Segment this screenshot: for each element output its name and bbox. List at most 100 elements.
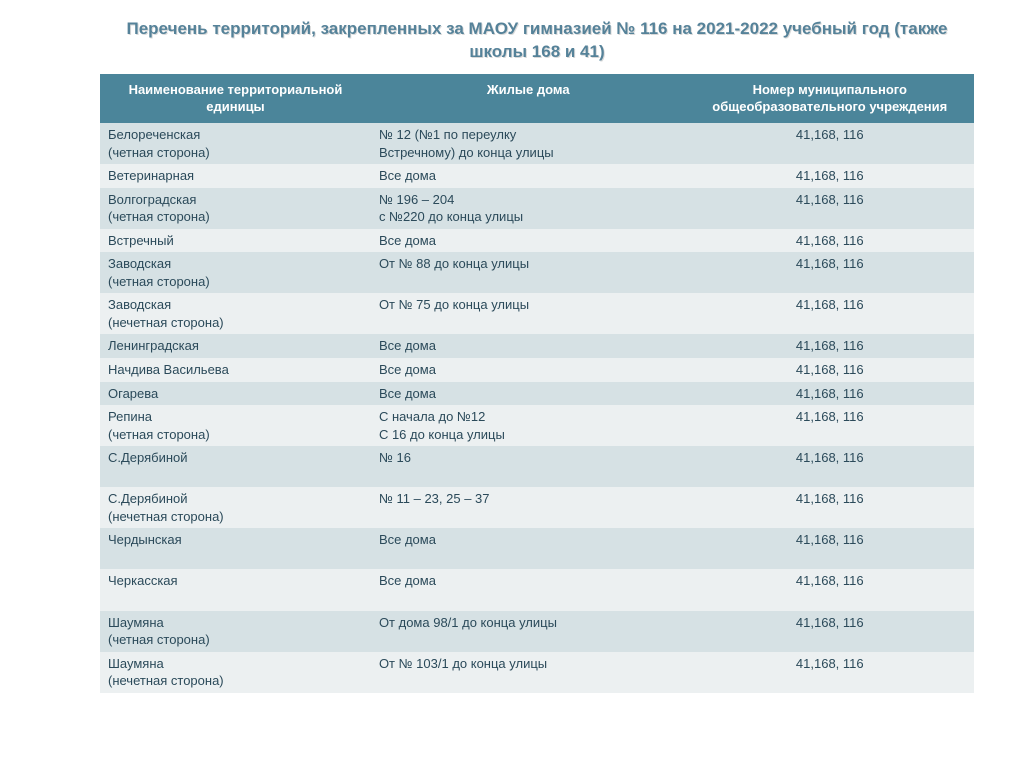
cell-territory-name: С.Дерябиной(нечетная сторона): [100, 487, 371, 528]
table-row: Начдива Васильева Все дома41,168, 116: [100, 358, 974, 382]
table-header-row: Наименование территориальной единицы Жил…: [100, 74, 974, 123]
cell-institution-number: 41,168, 116: [686, 652, 974, 693]
table-row: Шаумяна(нечетная сторона) От № 103/1 до к…: [100, 652, 974, 693]
table-row: Ленинградская Все дома 41,168, 116: [100, 334, 974, 358]
cell-institution-number: 41,168, 116: [686, 358, 974, 382]
cell-houses: Все дома: [371, 358, 686, 382]
territory-name-line1: Шаумяна: [108, 614, 363, 632]
territory-name-line2: [108, 590, 363, 608]
territory-name-line2: (четная сторона): [108, 631, 363, 649]
territory-name-line2: (нечетная сторона): [108, 672, 363, 690]
cell-territory-name: Ленинградская: [100, 334, 371, 358]
table-row: Белореченская(четная сторона)№ 12 (№1 по…: [100, 123, 974, 164]
cell-territory-name: Черкасская: [100, 569, 371, 610]
table-row: С.Дерябиной № 1641,168, 116: [100, 446, 974, 487]
cell-territory-name: Чердынская: [100, 528, 371, 569]
houses-line2: Встречному) до конца улицы: [379, 144, 678, 162]
cell-territory-name: Репина(четная сторона): [100, 405, 371, 446]
table-row: Чердынская Все дома41,168, 116: [100, 528, 974, 569]
cell-houses: Все дома: [371, 334, 686, 358]
cell-institution-number: 41,168, 116: [686, 334, 974, 358]
territories-table: Наименование территориальной единицы Жил…: [100, 74, 974, 693]
cell-institution-number: 41,168, 116: [686, 382, 974, 406]
table-row: Репина(четная сторона)С начала до №12С 1…: [100, 405, 974, 446]
territory-name-line1: Ветеринарная: [108, 167, 363, 185]
col-header-houses: Жилые дома: [371, 74, 686, 123]
territory-name-line2: (четная сторона): [108, 426, 363, 444]
cell-institution-number: 41,168, 116: [686, 164, 974, 188]
table-row: Волгоградская(четная сторона)№ 196 – 204…: [100, 188, 974, 229]
territory-name-line2: (нечетная сторона): [108, 314, 363, 332]
houses-line1: Все дома: [379, 337, 678, 355]
territory-name-line1: Белореченская: [108, 126, 363, 144]
cell-houses: Все дома: [371, 382, 686, 406]
cell-institution-number: 41,168, 116: [686, 229, 974, 253]
cell-houses: Все дома: [371, 229, 686, 253]
cell-houses: От № 75 до конца улицы: [371, 293, 686, 334]
territory-name-line2: [108, 467, 363, 485]
houses-line1: От № 75 до конца улицы: [379, 296, 678, 314]
territory-name-line1: Черкасская: [108, 572, 363, 590]
houses-line1: № 196 – 204: [379, 191, 678, 209]
territory-name-line1: Начдива Васильева: [108, 361, 363, 379]
territory-name-line2: (четная сторона): [108, 144, 363, 162]
cell-institution-number: 41,168, 116: [686, 188, 974, 229]
slide-container: Перечень территорий, закрепленных за МАО…: [0, 0, 1024, 713]
cell-houses: № 12 (№1 по переулкуВстречному) до конца…: [371, 123, 686, 164]
table-row: С.Дерябиной(нечетная сторона) № 11 – 23, …: [100, 487, 974, 528]
slide-title: Перечень территорий, закрепленных за МАО…: [100, 18, 974, 64]
territory-name-line1: Волгоградская: [108, 191, 363, 209]
territory-name-line2: (четная сторона): [108, 208, 363, 226]
territory-name-line1: Встречный: [108, 232, 363, 250]
cell-territory-name: Начдива Васильева: [100, 358, 371, 382]
houses-line1: Все дома: [379, 572, 678, 590]
table-body: Белореченская(четная сторона)№ 12 (№1 по…: [100, 123, 974, 693]
houses-line2: С 16 до конца улицы: [379, 426, 678, 444]
cell-territory-name: Волгоградская(четная сторона): [100, 188, 371, 229]
cell-territory-name: Заводская(четная сторона): [100, 252, 371, 293]
houses-line1: От № 103/1 до конца улицы: [379, 655, 678, 673]
territory-name-line1: Огарева: [108, 385, 363, 403]
houses-line1: № 11 – 23, 25 – 37: [379, 490, 678, 508]
table-row: Заводская(нечетная сторона) От № 75 до ко…: [100, 293, 974, 334]
cell-institution-number: 41,168, 116: [686, 405, 974, 446]
territory-name-line2: (четная сторона): [108, 273, 363, 291]
territory-name-line1: Шаумяна: [108, 655, 363, 673]
table-row: Огарева Все дома 41,168, 116: [100, 382, 974, 406]
houses-line1: № 12 (№1 по переулку: [379, 126, 678, 144]
cell-territory-name: Белореченская(четная сторона): [100, 123, 371, 164]
cell-territory-name: Встречный: [100, 229, 371, 253]
cell-institution-number: 41,168, 116: [686, 252, 974, 293]
territory-name-line1: Заводская: [108, 296, 363, 314]
cell-houses: От дома 98/1 до конца улицы: [371, 611, 686, 652]
houses-line1: Все дома: [379, 167, 678, 185]
table-row: Встречный Все дома 41,168, 116: [100, 229, 974, 253]
cell-institution-number: 41,168, 116: [686, 123, 974, 164]
cell-houses: От № 88 до конца улицы: [371, 252, 686, 293]
houses-line1: № 16: [379, 449, 678, 467]
cell-territory-name: Огарева: [100, 382, 371, 406]
territory-name-line1: С.Дерябиной: [108, 490, 363, 508]
cell-territory-name: С.Дерябиной: [100, 446, 371, 487]
houses-line1: От дома 98/1 до конца улицы: [379, 614, 678, 632]
territory-name-line1: Ленинградская: [108, 337, 363, 355]
cell-houses: Все дома: [371, 164, 686, 188]
cell-houses: № 16: [371, 446, 686, 487]
houses-line1: Все дома: [379, 232, 678, 250]
cell-institution-number: 41,168, 116: [686, 569, 974, 610]
cell-houses: № 11 – 23, 25 – 37: [371, 487, 686, 528]
territory-name-line2: (нечетная сторона): [108, 508, 363, 526]
table-row: Заводская(четная сторона)От № 88 до конц…: [100, 252, 974, 293]
territory-name-line2: [108, 549, 363, 567]
cell-institution-number: 41,168, 116: [686, 528, 974, 569]
cell-houses: От № 103/1 до конца улицы: [371, 652, 686, 693]
cell-houses: № 196 – 204с №220 до конца улицы: [371, 188, 686, 229]
cell-houses: Все дома: [371, 569, 686, 610]
cell-territory-name: Ветеринарная: [100, 164, 371, 188]
cell-houses: Все дома: [371, 528, 686, 569]
territory-name-line1: Репина: [108, 408, 363, 426]
houses-line1: Все дома: [379, 385, 678, 403]
territory-name-line1: Заводская: [108, 255, 363, 273]
houses-line2: с №220 до конца улицы: [379, 208, 678, 226]
territory-name-line1: Чердынская: [108, 531, 363, 549]
